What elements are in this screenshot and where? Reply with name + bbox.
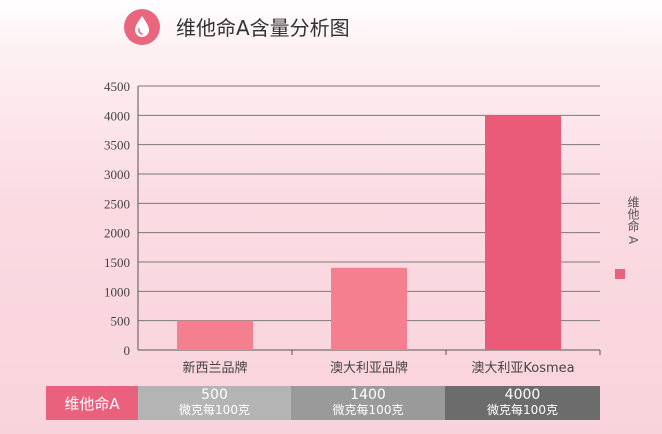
y-tick-label: 2500: [104, 196, 130, 211]
data-table: 维他命A 500 微克每100克 1400 微克每100克 4000 微克每10…: [0, 386, 662, 420]
table-cell-value: 1400: [350, 387, 386, 403]
y-tick-label: 3500: [104, 138, 130, 153]
y-tick-label: 4500: [104, 79, 130, 94]
y-tick-label: 1000: [104, 284, 130, 299]
table-cell: 4000 微克每100克: [445, 386, 600, 420]
x-tick-label: 澳大利亚品牌: [330, 360, 408, 376]
table-cell: 1400 微克每100克: [291, 386, 445, 420]
y-tick-label: 0: [124, 343, 131, 358]
y-tick-label: 4000: [104, 108, 130, 123]
page-title: 维他命A含量分析图: [176, 16, 350, 40]
y-tick-label: 2000: [104, 226, 130, 241]
bar: [485, 115, 561, 350]
legend-swatch: [615, 269, 625, 279]
table-cell-value: 500: [201, 387, 228, 403]
table-cell-unit: 微克每100克: [179, 403, 250, 417]
y-tick-label: 1500: [104, 255, 130, 270]
y-tick-label: 3000: [104, 167, 130, 182]
legend: 维他命 A: [614, 196, 640, 286]
water-drop-icon: [124, 9, 160, 45]
table-row-label: 维他命A: [46, 386, 138, 420]
x-tick-label: 澳大利亚Kosmea: [471, 360, 574, 376]
table-cell-unit: 微克每100克: [487, 403, 558, 417]
legend-label: 维他命 A: [626, 196, 640, 245]
x-tick-label: 新西兰品牌: [182, 360, 247, 376]
table-cell: 500 微克每100克: [138, 386, 291, 420]
header: 维他命A含量分析图: [0, 0, 662, 52]
bar: [177, 320, 253, 350]
table-cell-value: 4000: [504, 387, 541, 403]
table-cell-unit: 微克每100克: [332, 403, 404, 417]
bar: [331, 267, 407, 350]
y-tick-label: 500: [111, 314, 131, 329]
